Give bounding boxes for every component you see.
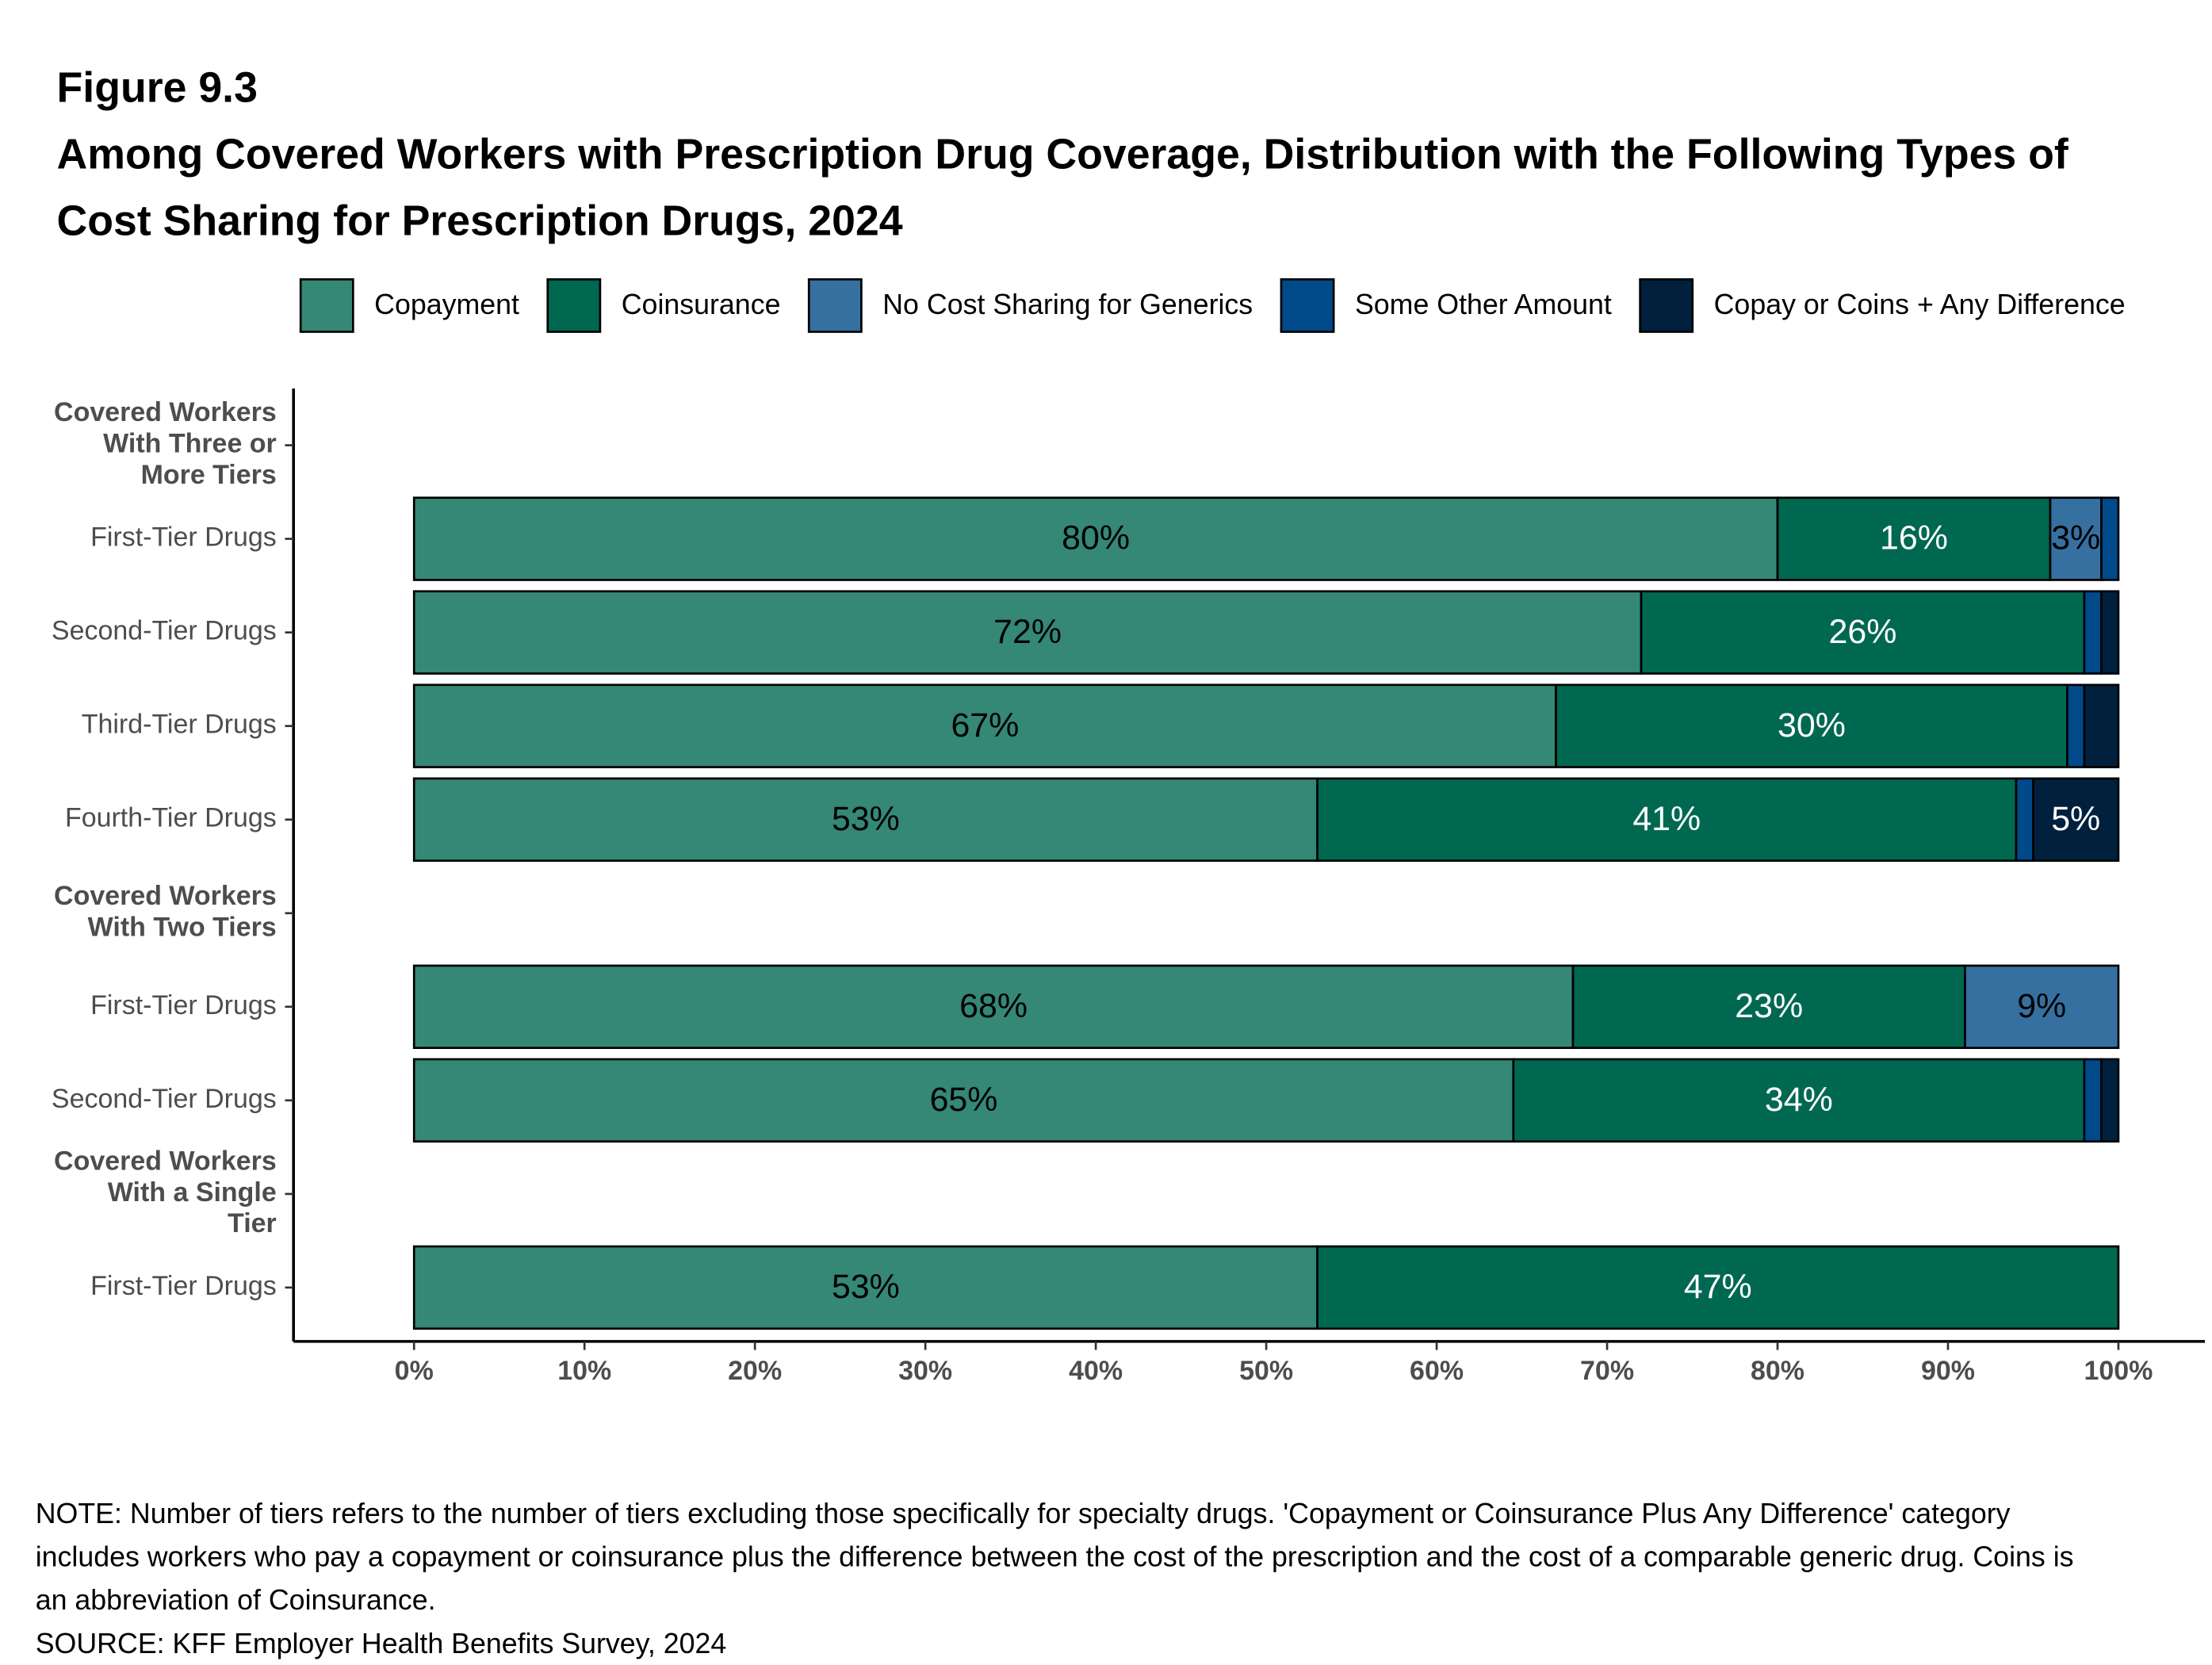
- x-tick-label: 20%: [728, 1356, 782, 1386]
- legend-label: Coinsurance: [622, 289, 781, 320]
- data-label: 72%: [993, 613, 1062, 651]
- y-tick-label: First-Tier Drugs: [90, 1271, 277, 1301]
- data-label: 53%: [832, 1268, 900, 1306]
- note: NOTE: Number of tiers refers to the numb…: [36, 1498, 2074, 1616]
- legend-swatch: [546, 278, 602, 333]
- y-group-label-line: With Three or: [103, 429, 277, 459]
- y-tick-label: Third-Tier Drugs: [82, 710, 277, 740]
- bar-segment: [2083, 1058, 2103, 1143]
- bar-segment: [412, 1245, 1318, 1330]
- x-tick-label: 70%: [1580, 1356, 1634, 1386]
- note-line: an abbreviation of Coinsurance.: [36, 1584, 436, 1616]
- legend-swatch: [299, 278, 354, 333]
- y-tick-label: First-Tier Drugs: [90, 522, 277, 553]
- bar-segment: [1316, 777, 2018, 862]
- x-tick-label: 60%: [1410, 1356, 1464, 1386]
- x-tick-label: 90%: [1921, 1356, 1975, 1386]
- y-group-label-line: With a Single: [108, 1177, 277, 1208]
- bar-segment: [2100, 1058, 2120, 1143]
- x-tick-label: 40%: [1069, 1356, 1123, 1386]
- bar-segment: [2015, 777, 2034, 862]
- bar-segment: [1964, 964, 2120, 1050]
- x-tick-label: 80%: [1751, 1356, 1804, 1386]
- note-line: NOTE: Number of tiers refers to the numb…: [36, 1498, 2011, 1529]
- y-group-label-line: More Tiers: [141, 460, 277, 490]
- y-tick-label: First-Tier Drugs: [90, 990, 277, 1020]
- y-group-label-line: Covered Workers: [54, 881, 277, 911]
- data-label: 3%: [2051, 519, 2100, 557]
- bar-segment: [1316, 1245, 2120, 1330]
- data-label: 9%: [2017, 987, 2066, 1025]
- bar-segment: [1571, 964, 1966, 1050]
- note-line: includes workers who pay a copayment or …: [36, 1541, 2074, 1573]
- source: SOURCE: KFF Employer Health Benefits Sur…: [36, 1628, 727, 1659]
- legend-label: Some Other Amount: [1355, 289, 1612, 320]
- x-tick-label: 0%: [395, 1356, 434, 1386]
- bar-segment: [1640, 590, 2086, 675]
- data-label: 65%: [930, 1081, 998, 1119]
- y-tick-label: Second-Tier Drugs: [52, 1084, 277, 1114]
- x-tick-label: 100%: [2084, 1356, 2153, 1386]
- bar-segment: [2100, 590, 2120, 675]
- chart-title: Among Covered Workers with Prescription …: [57, 131, 2068, 245]
- bar-segment: [1555, 683, 2068, 768]
- y-group-label-line: With Two Tiers: [88, 912, 277, 942]
- chart-title-line: Cost Sharing for Prescription Drugs, 202…: [57, 197, 903, 245]
- bar-segment: [2100, 496, 2120, 581]
- bar-segment: [2049, 496, 2103, 581]
- data-label: 30%: [1778, 706, 1846, 744]
- y-tick-label: Fourth-Tier Drugs: [65, 803, 277, 833]
- data-label: 47%: [1684, 1268, 1752, 1306]
- bar-segment: [412, 964, 1575, 1050]
- y-group-label-line: Covered Workers: [54, 397, 277, 427]
- x-tick-label: 10%: [557, 1356, 611, 1386]
- legend-swatch: [1280, 278, 1335, 333]
- data-label: 67%: [951, 706, 1019, 744]
- y-group-label: Covered Workers With Two Tiers: [54, 881, 277, 942]
- data-label: 5%: [2051, 800, 2100, 838]
- data-label: 26%: [1829, 613, 1897, 651]
- chart-title-line: Among Covered Workers with Prescription …: [57, 131, 2068, 178]
- figure-label: Figure 9.3: [57, 64, 258, 112]
- bar-segment: [412, 1058, 1515, 1143]
- data-label: 23%: [1735, 987, 1803, 1025]
- legend-swatch: [807, 278, 863, 333]
- legend-swatch: [1639, 278, 1694, 333]
- data-label: 80%: [1062, 519, 1130, 557]
- data-label: 34%: [1765, 1081, 1833, 1119]
- data-label: 68%: [959, 987, 1028, 1025]
- bar-segment: [2032, 777, 2120, 862]
- x-tick-label: 30%: [898, 1356, 952, 1386]
- data-label: 41%: [1632, 800, 1701, 838]
- bar-segment: [2083, 683, 2120, 768]
- y-group-label-line: Covered Workers: [54, 1146, 277, 1176]
- legend-label: No Cost Sharing for Generics: [882, 289, 1253, 320]
- bar-segment: [412, 777, 1318, 862]
- x-tick-label: 50%: [1239, 1356, 1293, 1386]
- y-group-label: Covered Workers With a Single Tier: [54, 1146, 277, 1238]
- legend-label: Copay or Coins + Any Difference: [1714, 289, 2126, 320]
- y-group-label-line: Tier: [228, 1208, 277, 1238]
- y-group-label: Covered Workers With Three or More Tiers: [54, 397, 277, 490]
- y-tick-label: Second-Tier Drugs: [52, 616, 277, 646]
- data-label: 16%: [1880, 519, 1948, 557]
- bar-segment: [2083, 590, 2103, 675]
- data-label: 53%: [832, 800, 900, 838]
- bar-segment: [2066, 683, 2086, 768]
- legend-label: Copayment: [374, 289, 519, 320]
